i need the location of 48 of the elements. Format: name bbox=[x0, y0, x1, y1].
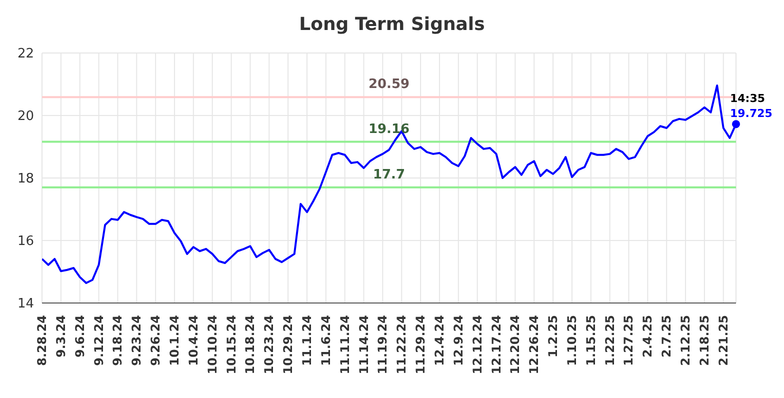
x-tick-label: 2.7.25 bbox=[660, 315, 674, 358]
x-tick-label: 10.10.24 bbox=[205, 315, 220, 374]
x-tick-label: 12.9.24 bbox=[451, 315, 466, 366]
x-tick-label: 10.15.24 bbox=[224, 315, 238, 374]
x-tick-label: 2.18.25 bbox=[697, 315, 712, 366]
x-tick-label: 9.23.24 bbox=[130, 315, 144, 366]
y-tick-label: 14 bbox=[17, 296, 34, 312]
x-tick-label: 2.4.25 bbox=[640, 315, 655, 358]
annotation: 19.725 bbox=[730, 107, 772, 120]
x-tick-label: 11.14.24 bbox=[356, 315, 371, 374]
x-tick-label: 2.21.25 bbox=[716, 315, 730, 366]
y-tick-label: 20 bbox=[17, 109, 34, 124]
x-tick-label: 2.12.25 bbox=[678, 315, 693, 366]
x-tick-label: 11.6.24 bbox=[318, 315, 333, 366]
x-tick-label: 11.11.24 bbox=[338, 315, 352, 374]
x-tick-label: 11.1.24 bbox=[300, 315, 314, 366]
x-tick-label: 10.23.24 bbox=[262, 315, 276, 374]
x-tick-label: 1.15.25 bbox=[584, 315, 598, 366]
x-tick-label: 1.22.25 bbox=[602, 315, 617, 366]
annotation: 14:35 bbox=[730, 92, 766, 106]
x-tick-label: 12.17.24 bbox=[489, 315, 504, 374]
x-tick-label: 1.27.25 bbox=[622, 315, 636, 366]
x-tick-label: 11.29.24 bbox=[414, 315, 428, 374]
x-tick-label: 11.19.24 bbox=[376, 315, 390, 374]
y-tick-label: 18 bbox=[17, 172, 34, 187]
x-tick-label: 9.3.24 bbox=[54, 315, 68, 358]
x-tick-label: 12.12.24 bbox=[470, 315, 484, 374]
ref-line-label: 20.59 bbox=[368, 77, 410, 92]
x-tick-label: 9.12.24 bbox=[92, 315, 106, 366]
ref-line-label: 19.16 bbox=[368, 122, 410, 137]
x-tick-label: 12.20.24 bbox=[508, 315, 522, 374]
x-tick-label: 10.1.24 bbox=[167, 315, 182, 366]
x-tick-label: 1.2.25 bbox=[546, 315, 560, 358]
x-tick-label: 11.22.24 bbox=[394, 315, 409, 374]
x-tick-label: 12.26.24 bbox=[527, 315, 542, 374]
x-tick-label: 8.28.24 bbox=[35, 315, 49, 366]
x-tick-label: 9.26.24 bbox=[148, 315, 163, 366]
x-tick-label: 12.4.24 bbox=[432, 315, 446, 366]
x-tick-label: 1.10.25 bbox=[564, 315, 579, 366]
x-tick-label: 10.18.24 bbox=[243, 315, 258, 374]
ref-line-label: 17.7 bbox=[372, 167, 406, 182]
x-tick-label: 10.29.24 bbox=[281, 315, 296, 374]
chart-title: Long Term Signals bbox=[298, 14, 486, 35]
y-tick-label: 16 bbox=[17, 234, 34, 250]
x-tick-label: 9.6.24 bbox=[72, 315, 87, 358]
x-tick-label: 9.18.24 bbox=[110, 315, 125, 366]
x-tick-label: 10.4.24 bbox=[186, 315, 200, 366]
y-tick-label: 22 bbox=[17, 46, 34, 62]
